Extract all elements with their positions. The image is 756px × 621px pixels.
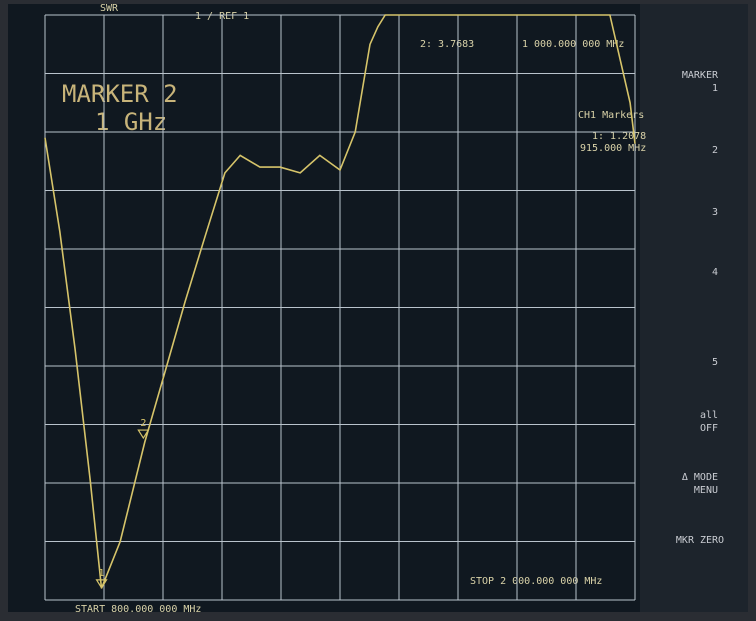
marker-list-entry: 1: 1.2078 — [592, 131, 646, 142]
chart-title: MARKER 2 — [62, 80, 178, 108]
marker — [137, 429, 150, 440]
softkey-label: MARKER — [682, 70, 719, 81]
marker-list-entry: 915.000 MHz — [580, 143, 646, 154]
softkey-label: MKR ZERO — [676, 535, 724, 546]
stop-label: STOP 2 000.000 000 MHz — [470, 576, 602, 587]
marker-readout: 1 000.000 000 MHz — [522, 39, 624, 50]
softkey-label: OFF — [700, 423, 718, 434]
softkey-label: all — [700, 410, 718, 421]
softkey-panel — [640, 4, 748, 612]
softkey-label: 3 — [712, 207, 718, 218]
softkey-label: 4 — [712, 267, 718, 278]
softkey-label: 2 — [712, 145, 718, 156]
chart-subtitle: 1 GHz — [95, 108, 167, 136]
softkey-label: MENU — [694, 485, 718, 496]
marker-list-title: CH1 Markers — [578, 110, 644, 121]
trace — [44, 14, 636, 589]
format-label: SWR — [100, 3, 119, 14]
softkey-label: Δ MODE — [682, 472, 718, 483]
marker-label: 1 — [99, 568, 105, 579]
marker-label: 2 — [140, 418, 146, 429]
softkey-label: 1 — [712, 83, 718, 94]
marker — [95, 579, 108, 589]
start-label: START 800.000 000 MHz — [75, 604, 201, 615]
marker-readout: 2: 3.7683 — [420, 39, 474, 50]
softkey-label: 5 — [712, 357, 718, 368]
